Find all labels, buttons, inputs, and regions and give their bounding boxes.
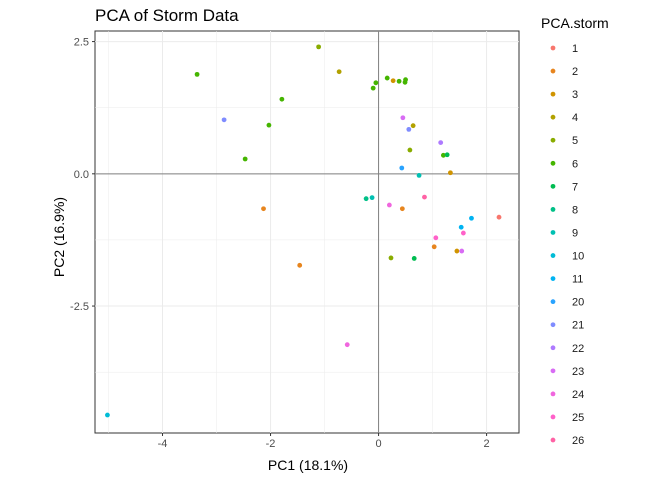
data-point — [261, 206, 266, 212]
data-point — [458, 224, 464, 230]
data-point — [336, 69, 342, 75]
data-point — [373, 80, 379, 86]
legend-label: 7 — [572, 181, 578, 193]
data-point — [266, 122, 272, 128]
data-point — [279, 96, 285, 102]
chart-title: PCA of Storm Data — [95, 6, 239, 25]
legend-label: 11 — [572, 274, 583, 286]
data-point — [370, 85, 376, 91]
data-points — [105, 44, 502, 418]
legend-label: 20 — [572, 297, 584, 309]
data-point — [242, 156, 248, 162]
legend-key — [550, 322, 556, 328]
legend-label: 21 — [572, 320, 584, 332]
data-point — [388, 255, 394, 261]
data-point — [194, 71, 200, 77]
legend-label: 10 — [572, 251, 584, 263]
x-tick-label: 0 — [376, 438, 382, 450]
data-point — [416, 173, 422, 178]
data-point — [406, 126, 412, 132]
legend-key — [550, 368, 556, 374]
data-point — [459, 248, 465, 254]
data-point — [438, 140, 444, 146]
data-point — [433, 235, 439, 241]
data-point — [460, 230, 466, 236]
data-point — [411, 256, 417, 261]
data-point — [454, 248, 460, 254]
legend-key — [550, 230, 556, 235]
legend-label: 22 — [572, 343, 584, 355]
legend-label: 5 — [572, 135, 578, 147]
legend-title: PCA.storm — [541, 15, 609, 31]
data-point — [410, 123, 416, 129]
data-point — [422, 194, 427, 200]
legend-label: 26 — [572, 435, 584, 447]
legend-label: 24 — [572, 389, 584, 401]
data-point — [316, 44, 322, 50]
y-axis: 2.5 0.0 -2.5 — [70, 37, 95, 313]
legend-label: 25 — [572, 412, 584, 424]
legend-key — [550, 253, 556, 258]
data-point — [363, 196, 369, 202]
legend-key — [550, 414, 556, 420]
legend-key — [550, 183, 556, 189]
x-tick-label: 2 — [484, 438, 490, 450]
data-point — [344, 342, 350, 348]
legend-key — [550, 91, 556, 97]
data-point — [297, 262, 303, 268]
legend-label: 4 — [572, 112, 578, 124]
data-point — [400, 115, 406, 121]
legend-key — [550, 299, 556, 305]
legend-key — [550, 276, 556, 281]
data-point — [384, 75, 390, 81]
x-axis: -4 -2 0 2 — [158, 433, 490, 450]
y-axis-title: PC2 (16.9%) — [51, 197, 67, 277]
x-axis-title: PC1 (18.1%) — [268, 457, 348, 473]
legend-key — [550, 160, 556, 166]
data-point — [448, 170, 453, 176]
data-point — [386, 202, 392, 208]
legend-key — [550, 437, 556, 443]
plot-panel — [94, 30, 520, 434]
y-tick-label: 2.5 — [74, 37, 89, 49]
legend-key — [550, 137, 556, 143]
data-point — [402, 79, 408, 85]
data-point — [221, 117, 227, 123]
legend-label: 2 — [572, 66, 578, 78]
data-point — [105, 412, 110, 418]
data-point — [399, 206, 405, 212]
data-point — [390, 78, 396, 84]
data-point — [440, 152, 446, 158]
data-point — [399, 165, 405, 171]
legend-key — [550, 114, 556, 120]
data-point — [431, 244, 437, 250]
data-point — [444, 152, 450, 158]
legend-label: 3 — [572, 89, 578, 101]
legend-label: 8 — [572, 204, 578, 216]
data-point — [369, 195, 375, 201]
legend-label: 9 — [572, 227, 578, 239]
data-point — [469, 215, 474, 221]
legend-key — [550, 345, 556, 351]
data-point — [496, 214, 502, 220]
legend-key — [550, 207, 556, 212]
data-point — [396, 78, 402, 84]
legend-label: 6 — [572, 158, 578, 170]
x-tick-label: -2 — [266, 438, 276, 450]
legend-label: 1 — [572, 43, 578, 55]
y-tick-label: 0.0 — [74, 169, 89, 181]
x-tick-label: -4 — [158, 438, 168, 450]
y-tick-label: -2.5 — [70, 301, 89, 313]
legend-label: 23 — [572, 366, 584, 378]
data-point — [407, 147, 413, 153]
legend-key — [550, 391, 556, 397]
legend-key — [550, 45, 556, 51]
legend-key — [550, 68, 556, 74]
